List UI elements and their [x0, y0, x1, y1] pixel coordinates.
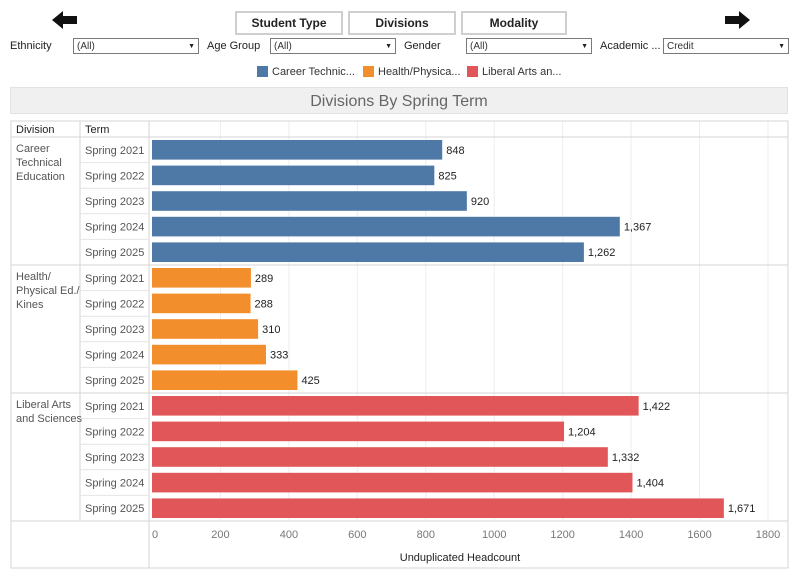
term-label: Spring 2024 [85, 478, 144, 490]
bar-value-label: 920 [471, 196, 489, 208]
term-label: Spring 2023 [85, 452, 144, 464]
academic-filter-label: Academic ... [600, 40, 661, 52]
division-label: Technical [16, 157, 62, 169]
term-label: Spring 2023 [85, 196, 144, 208]
division-label: Education [16, 171, 65, 183]
bar [152, 447, 608, 467]
student-type-button[interactable]: Student Type [235, 11, 343, 35]
legend-label: Liberal Arts an... [482, 66, 562, 78]
bar-value-label: 333 [270, 350, 288, 362]
bar-value-label: 425 [301, 375, 319, 387]
ethnicity-filter-select[interactable]: (All) ▼ [73, 38, 199, 54]
age-group-filter-label: Age Group [207, 40, 261, 52]
x-tick-label: 400 [280, 529, 298, 541]
bar [152, 191, 467, 211]
x-axis-title: Unduplicated Headcount [400, 552, 520, 564]
bar-value-label: 1,422 [643, 401, 671, 413]
x-tick-label: 1000 [482, 529, 506, 541]
legend-swatch [363, 66, 374, 77]
bar-value-label: 288 [255, 298, 273, 310]
legend-swatch [257, 66, 268, 77]
age-group-filter-value: (All) [274, 41, 292, 52]
chart-frame [10, 120, 789, 569]
bar [152, 140, 443, 160]
division-label: Physical Ed./ [16, 285, 81, 297]
x-tick-label: 1200 [550, 529, 574, 541]
bar-value-label: 848 [446, 145, 464, 157]
term-label: Spring 2022 [85, 426, 144, 438]
term-label: Spring 2022 [85, 298, 144, 310]
bar-value-label: 1,332 [612, 452, 640, 464]
legend-item-career-technical[interactable]: Career Technic... [257, 66, 355, 80]
division-label: Kines [16, 299, 44, 311]
bar-value-label: 1,404 [636, 478, 664, 490]
bar [152, 165, 435, 186]
chevron-down-icon: ▼ [385, 43, 392, 50]
bar [152, 344, 266, 365]
division-label: Career [16, 143, 50, 155]
x-tick-label: 600 [348, 529, 366, 541]
x-tick-label: 1800 [756, 529, 780, 541]
bar [152, 319, 259, 339]
bar-value-label: 1,367 [624, 222, 652, 234]
bar [152, 472, 633, 493]
divisions-button[interactable]: Divisions [348, 11, 456, 35]
term-label: Spring 2021 [85, 145, 144, 157]
x-tick-label: 1600 [687, 529, 711, 541]
bar [152, 293, 251, 314]
term-label: Spring 2024 [85, 222, 144, 234]
division-label: Health/ [16, 271, 52, 283]
legend-label: Career Technic... [272, 66, 355, 78]
bar-value-label: 825 [438, 170, 456, 182]
term-label: Spring 2025 [85, 375, 144, 387]
term-label: Spring 2023 [85, 324, 144, 336]
bar [152, 498, 724, 518]
chevron-down-icon: ▼ [581, 43, 588, 50]
bar-value-label: 310 [262, 324, 280, 336]
ethnicity-filter-value: (All) [77, 41, 95, 52]
back-arrow-icon[interactable] [52, 10, 78, 30]
x-tick-label: 200 [211, 529, 229, 541]
academic-filter-value: Credit [667, 41, 694, 52]
term-label: Spring 2022 [85, 170, 144, 182]
academic-filter-select[interactable]: Credit ▼ [663, 38, 789, 54]
bar [152, 268, 251, 288]
term-label: Spring 2021 [85, 401, 144, 413]
ethnicity-filter-label: Ethnicity [10, 40, 52, 52]
chevron-down-icon: ▼ [778, 43, 785, 50]
gender-filter-label: Gender [404, 40, 441, 52]
term-label: Spring 2025 [85, 503, 144, 515]
gender-filter-value: (All) [470, 41, 488, 52]
term-label: Spring 2024 [85, 350, 144, 362]
legend-swatch [467, 66, 478, 77]
x-tick-label: 800 [417, 529, 435, 541]
term-label: Spring 2025 [85, 247, 144, 259]
gender-filter-select[interactable]: (All) ▼ [466, 38, 592, 54]
bar-value-label: 289 [255, 273, 273, 285]
bar [152, 396, 639, 416]
bar-value-label: 1,262 [588, 247, 616, 259]
bar [152, 370, 298, 390]
bar-value-label: 1,671 [728, 503, 756, 515]
chevron-down-icon: ▼ [188, 43, 195, 50]
bar [152, 242, 584, 262]
division-label: and Sciences [16, 413, 83, 425]
x-tick-label: 0 [152, 529, 158, 541]
term-label: Spring 2021 [85, 273, 144, 285]
legend-item-health-physical[interactable]: Health/Physica... [363, 66, 461, 80]
x-tick-label: 1400 [619, 529, 643, 541]
term-column-header: Term [85, 124, 109, 136]
bar [152, 216, 620, 237]
forward-arrow-icon[interactable] [724, 10, 750, 30]
modality-button[interactable]: Modality [461, 11, 567, 35]
division-label: Liberal Arts [16, 399, 72, 411]
bar-value-label: 1,204 [568, 426, 596, 438]
division-column-header: Division [16, 124, 55, 136]
chart-title: Divisions By Spring Term [10, 87, 788, 114]
legend-item-liberal-arts[interactable]: Liberal Arts an... [467, 66, 562, 80]
bar [152, 421, 565, 442]
age-group-filter-select[interactable]: (All) ▼ [270, 38, 396, 54]
legend-label: Health/Physica... [378, 66, 461, 78]
